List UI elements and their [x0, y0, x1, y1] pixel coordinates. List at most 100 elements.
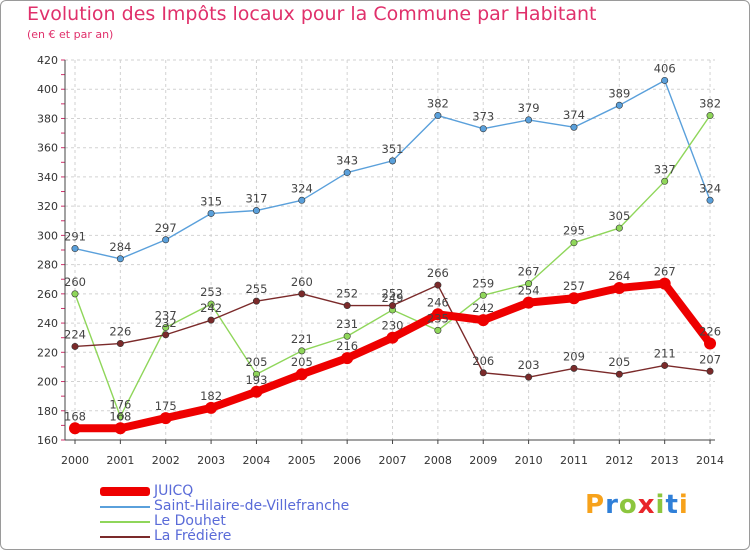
legend-label-juicq: JUICQ — [154, 483, 194, 499]
point-la-fr-di-re — [162, 331, 170, 339]
point-juicq — [69, 422, 81, 435]
point-le-douhet — [116, 413, 124, 421]
data-label-le-douhet: 305 — [608, 209, 630, 223]
data-label-le-douhet: 205 — [245, 355, 267, 369]
point-saint-hilaire-de-villefranche — [615, 101, 623, 109]
logo-letter: i — [678, 490, 689, 520]
point-juicq — [250, 385, 263, 398]
data-label-juicq: 264 — [608, 269, 630, 283]
y-tick-label: 380 — [37, 112, 58, 125]
data-label-juicq: 257 — [563, 279, 585, 293]
series — [69, 76, 717, 435]
point-saint-hilaire-de-villefranche — [479, 125, 487, 133]
data-label-saint-hilaire-de-villefranche: 389 — [608, 86, 630, 100]
data-label-le-douhet: 253 — [200, 285, 222, 299]
legend-swatch-saint-hilaire — [100, 506, 150, 508]
point-la-fr-di-re — [434, 281, 442, 289]
point-saint-hilaire-de-villefranche — [207, 209, 215, 217]
data-label-juicq: 175 — [155, 399, 177, 413]
data-label-la-fr-di-re: 266 — [427, 266, 449, 280]
point-le-douhet — [479, 291, 487, 299]
point-juicq — [522, 296, 535, 309]
point-la-fr-di-re — [252, 297, 260, 305]
point-saint-hilaire-de-villefranche — [570, 123, 578, 131]
data-label-saint-hilaire-de-villefranche: 284 — [109, 240, 131, 254]
data-label-saint-hilaire-de-villefranche: 373 — [472, 110, 494, 124]
data-label-la-fr-di-re: 209 — [563, 349, 585, 363]
x-tick-label: 2014 — [696, 454, 724, 467]
data-label-la-fr-di-re: 224 — [64, 327, 86, 341]
data-label-saint-hilaire-de-villefranche: 297 — [155, 221, 177, 235]
proxiti-logo: Proxiti — [585, 490, 689, 520]
point-le-douhet — [162, 323, 170, 331]
x-tick-label: 2002 — [152, 454, 180, 467]
x-tick-label: 2004 — [242, 454, 270, 467]
point-saint-hilaire-de-villefranche — [389, 157, 397, 165]
point-le-douhet — [252, 370, 260, 378]
y-tick-label: 400 — [37, 83, 58, 96]
y-tick-label: 360 — [37, 142, 58, 155]
data-label-saint-hilaire-de-villefranche: 406 — [654, 61, 676, 75]
y-tick-label: 340 — [37, 171, 58, 184]
legend-swatch-le-douhet — [100, 521, 150, 523]
x-tick-label: 2011 — [560, 454, 588, 467]
data-label-saint-hilaire-de-villefranche: 324 — [291, 181, 313, 195]
point-saint-hilaire-de-villefranche — [298, 196, 306, 204]
data-label-juicq: 216 — [336, 339, 358, 353]
data-label-saint-hilaire-de-villefranche: 324 — [699, 181, 721, 195]
y-tick-label: 220 — [37, 346, 58, 359]
x-tick-label: 2010 — [515, 454, 543, 467]
point-juicq — [477, 314, 490, 327]
x-tick-label: 2000 — [61, 454, 89, 467]
data-label-la-fr-di-re: 203 — [518, 358, 540, 372]
data-label-le-douhet: 249 — [382, 291, 404, 305]
data-label-juicq: 242 — [472, 301, 494, 315]
legend-label-la-frediere: La Frédière — [154, 528, 232, 544]
data-label-saint-hilaire-de-villefranche: 382 — [427, 97, 449, 111]
data-label-le-douhet: 221 — [291, 332, 313, 346]
data-label-la-fr-di-re: 252 — [382, 287, 404, 301]
data-label-la-fr-di-re: 232 — [155, 316, 177, 330]
x-tick-label: 2005 — [288, 454, 316, 467]
point-la-fr-di-re — [207, 316, 215, 324]
point-saint-hilaire-de-villefranche — [661, 76, 669, 84]
point-juicq — [704, 337, 717, 350]
data-label-juicq: 226 — [699, 325, 721, 339]
line-chart: 160 180 200 220 240 260 280 300 320 340 360 380 400 4… — [37, 54, 724, 467]
data-label-le-douhet: 237 — [155, 308, 177, 322]
point-la-fr-di-re — [661, 361, 669, 369]
data-label-la-fr-di-re: 242 — [200, 301, 222, 315]
point-le-douhet — [71, 290, 79, 298]
logo-letter: x — [637, 490, 656, 520]
point-le-douhet — [207, 300, 215, 308]
point-la-fr-di-re — [570, 364, 578, 372]
x-tick-label: 2012 — [605, 454, 633, 467]
data-label-saint-hilaire-de-villefranche: 379 — [518, 101, 540, 115]
data-label-juicq: 267 — [654, 265, 676, 279]
data-label-juicq: 205 — [291, 355, 313, 369]
data-label-le-douhet: 267 — [518, 265, 540, 279]
data-label-saint-hilaire-de-villefranche: 315 — [200, 194, 222, 208]
point-saint-hilaire-de-villefranche — [162, 236, 170, 244]
data-label-le-douhet: 295 — [563, 224, 585, 238]
data-label-la-fr-di-re: 255 — [245, 282, 267, 296]
data-label-le-douhet: 176 — [109, 398, 131, 412]
data-label-le-douhet: 337 — [654, 162, 676, 176]
data-label-le-douhet: 382 — [699, 97, 721, 111]
point-le-douhet — [434, 326, 442, 334]
logo-letter: r — [605, 490, 619, 520]
chart-title: Evolution des Impôts locaux pour la Comm… — [27, 3, 597, 25]
point-juicq — [567, 292, 580, 305]
point-le-douhet — [525, 280, 533, 288]
plot-area — [65, 60, 715, 440]
data-label-juicq: 246 — [427, 295, 449, 309]
point-juicq — [658, 277, 671, 290]
y-tick-label: 260 — [37, 288, 58, 301]
x-tick-label: 2008 — [424, 454, 452, 467]
y-tick-label: 200 — [37, 376, 58, 389]
point-juicq — [159, 412, 172, 425]
x-tick-label: 2013 — [651, 454, 679, 467]
data-label-juicq: 193 — [245, 373, 267, 387]
point-le-douhet — [570, 239, 578, 247]
data-label-juicq: 182 — [200, 389, 222, 403]
